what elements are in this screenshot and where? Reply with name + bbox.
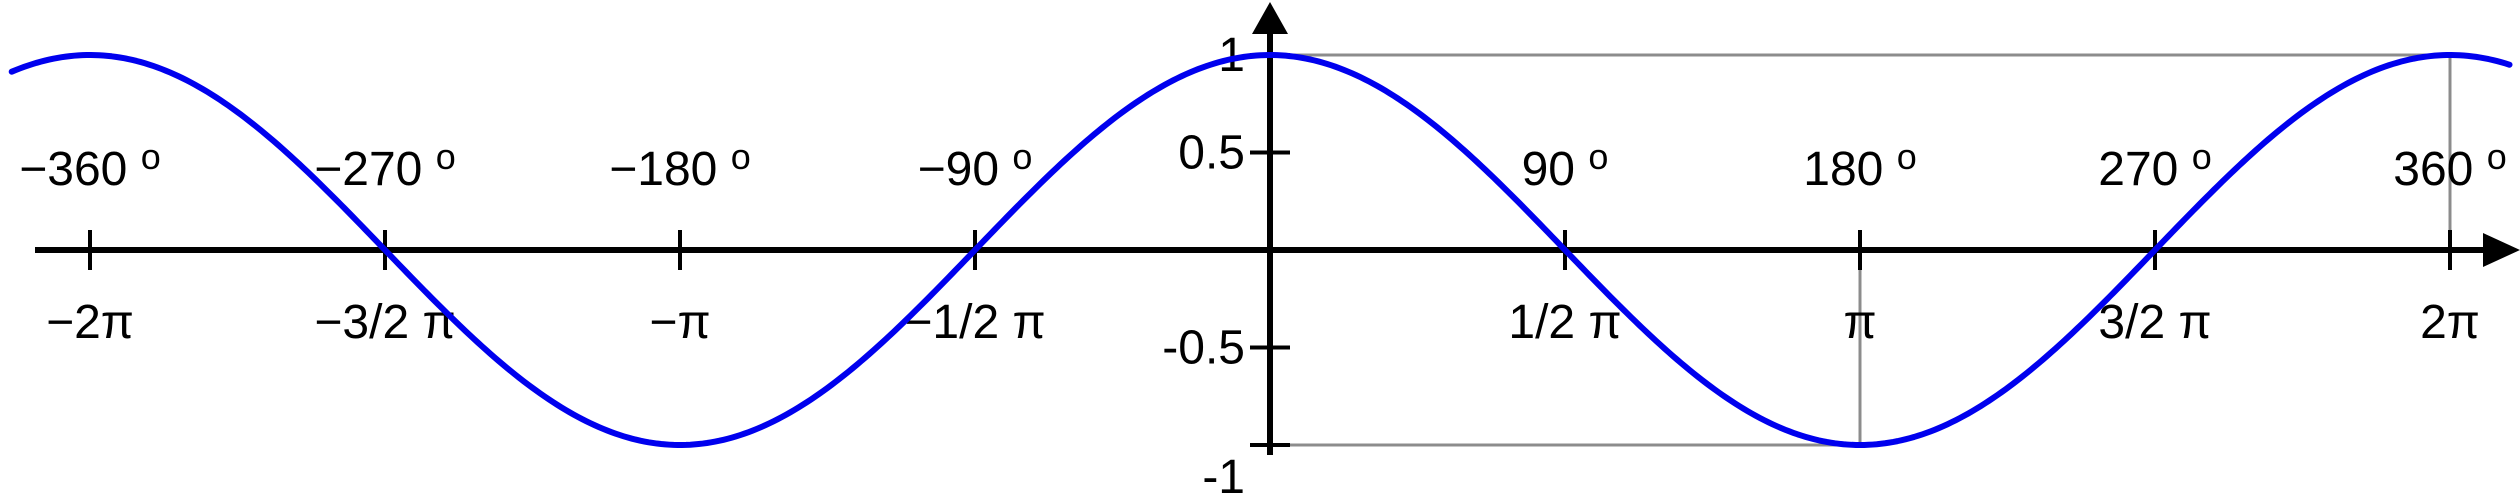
x-degree-label: −180 o xyxy=(609,136,750,196)
guide-lines xyxy=(1270,53,2452,447)
degree-symbol: o xyxy=(1012,136,1032,177)
x-tick-label: −π xyxy=(649,296,710,349)
x-degree-label: −360 o xyxy=(19,136,160,196)
x-axis-arrow xyxy=(2483,233,2520,267)
x-degree-label: −90 o xyxy=(918,136,1033,196)
x-tick-label: 3/2 π xyxy=(2098,296,2211,349)
degree-symbol: o xyxy=(1588,136,1608,177)
x-tick-label: 1/2 π xyxy=(1508,296,1621,349)
degree-symbol: o xyxy=(731,136,751,177)
x-tick-label: −1/2 π xyxy=(904,296,1045,349)
degree-value: 90 xyxy=(1522,143,1589,196)
degree-symbol: o xyxy=(141,136,161,177)
degree-value: 270 xyxy=(2098,143,2191,196)
x-tick-label: −3/2 π xyxy=(314,296,455,349)
degree-value: −360 xyxy=(19,143,140,196)
x-degree-label: −270 o xyxy=(314,136,455,196)
degree-value: −180 xyxy=(609,143,730,196)
cosine-curve xyxy=(8,52,2513,448)
degree-symbol: o xyxy=(1897,136,1917,177)
degree-value: 360 xyxy=(2393,143,2486,196)
degree-value: 180 xyxy=(1803,143,1896,196)
degree-symbol: o xyxy=(2192,136,2212,177)
y-tick-label: 0.5 xyxy=(1178,127,1245,180)
x-tick-label: 2π xyxy=(2420,296,2480,349)
x-tick-label: −2π xyxy=(46,296,134,349)
x-degree-label: 90 o xyxy=(1522,136,1609,196)
degree-value: −90 xyxy=(918,143,1013,196)
y-axis-arrow xyxy=(1252,2,1288,34)
x-degree-label: 360 o xyxy=(2393,136,2506,196)
x-degree-label: 270 o xyxy=(2098,136,2211,196)
y-tick-label: -1 xyxy=(1202,451,1245,500)
x-degree-label: 180 o xyxy=(1803,136,1916,196)
y-tick-label: -0.5 xyxy=(1162,322,1245,375)
degree-symbol: o xyxy=(2487,136,2507,177)
x-tick-label: π xyxy=(1843,296,1876,349)
degree-symbol: o xyxy=(436,136,456,177)
degree-value: −270 xyxy=(314,143,435,196)
